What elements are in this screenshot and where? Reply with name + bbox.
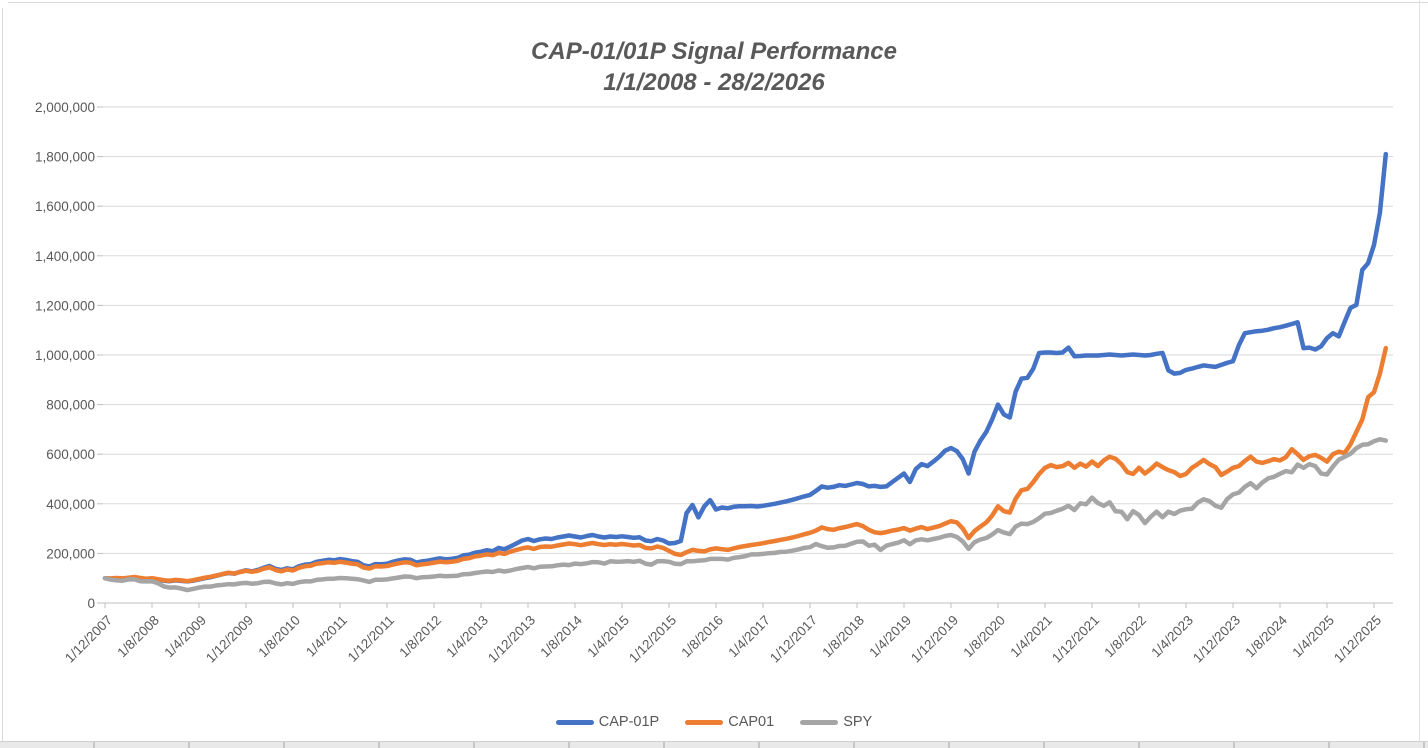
svg-text:1/8/2024: 1/8/2024 bbox=[1242, 612, 1290, 660]
svg-text:1/12/2023: 1/12/2023 bbox=[1190, 613, 1243, 666]
svg-text:1/8/2014: 1/8/2014 bbox=[537, 612, 585, 660]
svg-text:2,000,000: 2,000,000 bbox=[35, 100, 95, 115]
legend-label-cap-01p: CAP-01P bbox=[598, 714, 660, 730]
legend-label-spy: SPY bbox=[843, 714, 873, 730]
svg-text:1,200,000: 1,200,000 bbox=[35, 298, 95, 313]
series-line-CAP-01P[interactable] bbox=[102, 151, 1389, 584]
svg-text:1,600,000: 1,600,000 bbox=[35, 199, 95, 214]
svg-text:1/4/2025: 1/4/2025 bbox=[1289, 613, 1337, 661]
svg-text:200,000: 200,000 bbox=[46, 546, 95, 561]
svg-text:1,800,000: 1,800,000 bbox=[35, 150, 95, 165]
legend-item-cap01[interactable]: CAP01 bbox=[685, 714, 774, 730]
svg-text:1/4/2013: 1/4/2013 bbox=[443, 613, 491, 661]
svg-text:600,000: 600,000 bbox=[46, 447, 95, 462]
chart-title-line1: CAP-01/01P Signal Performance bbox=[531, 38, 897, 65]
worksheet-edge-left bbox=[2, 8, 3, 742]
svg-text:1/8/2008: 1/8/2008 bbox=[114, 613, 162, 661]
svg-text:1/12/2007: 1/12/2007 bbox=[62, 613, 115, 666]
svg-text:1/12/2019: 1/12/2019 bbox=[908, 613, 961, 666]
svg-text:1/12/2021: 1/12/2021 bbox=[1049, 613, 1102, 666]
svg-text:1/4/2019: 1/4/2019 bbox=[866, 613, 914, 661]
legend-item-spy[interactable]: SPY bbox=[800, 714, 872, 730]
svg-text:1/8/2018: 1/8/2018 bbox=[819, 613, 867, 661]
worksheet-row-edge bbox=[0, 741, 1428, 748]
worksheet-edge-top bbox=[8, 2, 1428, 3]
svg-text:1/12/2015: 1/12/2015 bbox=[626, 613, 679, 666]
legend-line-swatch-cap01 bbox=[685, 719, 724, 725]
svg-text:1/8/2016: 1/8/2016 bbox=[678, 613, 726, 661]
svg-text:1/8/2012: 1/8/2012 bbox=[396, 613, 444, 661]
svg-text:1/12/2009: 1/12/2009 bbox=[203, 613, 256, 666]
svg-text:1,400,000: 1,400,000 bbox=[35, 249, 95, 264]
svg-text:800,000: 800,000 bbox=[46, 398, 95, 413]
legend-line-swatch-spy bbox=[800, 719, 839, 725]
svg-text:1/12/2013: 1/12/2013 bbox=[485, 613, 538, 666]
y-axis-labels: 0 200,000 400,000 600,000 800,000 1,000,000 1,… bbox=[35, 100, 95, 611]
series-line-SPY[interactable] bbox=[102, 437, 1389, 593]
svg-text:1/4/2015: 1/4/2015 bbox=[584, 613, 632, 661]
svg-text:1/12/2017: 1/12/2017 bbox=[767, 613, 820, 666]
svg-text:1/8/2022: 1/8/2022 bbox=[1101, 613, 1149, 661]
legend-line-swatch-cap-01p bbox=[555, 719, 594, 725]
legend-label-cap01: CAP01 bbox=[728, 714, 775, 730]
svg-text:1/4/2017: 1/4/2017 bbox=[725, 613, 773, 661]
worksheet-edge-right bbox=[1419, 0, 1420, 748]
series-line-CAP01[interactable] bbox=[102, 345, 1389, 584]
svg-text:1/12/2025: 1/12/2025 bbox=[1331, 613, 1384, 666]
chart-title-line2: 1/1/2008 - 28/2/2026 bbox=[603, 69, 825, 96]
y-gridlines bbox=[97, 106, 1393, 604]
svg-text:1,000,000: 1,000,000 bbox=[35, 348, 95, 363]
chart-title: CAP-01/01P Signal Performance 1/1/2008 -… bbox=[0, 36, 1428, 98]
svg-text:1/8/2020: 1/8/2020 bbox=[960, 613, 1008, 661]
svg-text:0: 0 bbox=[87, 596, 95, 611]
svg-text:400,000: 400,000 bbox=[46, 497, 95, 512]
legend-item-cap-01p[interactable]: CAP-01P bbox=[555, 714, 660, 730]
x-axis-ticks bbox=[104, 603, 1375, 608]
svg-text:1/4/2009: 1/4/2009 bbox=[161, 613, 209, 661]
svg-text:1/4/2011: 1/4/2011 bbox=[303, 613, 350, 660]
chart-legend: CAP-01P CAP01 SPY bbox=[0, 714, 1428, 730]
svg-text:1/4/2021: 1/4/2021 bbox=[1007, 613, 1055, 661]
svg-text:1/12/2011: 1/12/2011 bbox=[345, 613, 397, 665]
svg-text:1/4/2023: 1/4/2023 bbox=[1148, 613, 1196, 661]
svg-text:1/8/2010: 1/8/2010 bbox=[255, 613, 303, 661]
